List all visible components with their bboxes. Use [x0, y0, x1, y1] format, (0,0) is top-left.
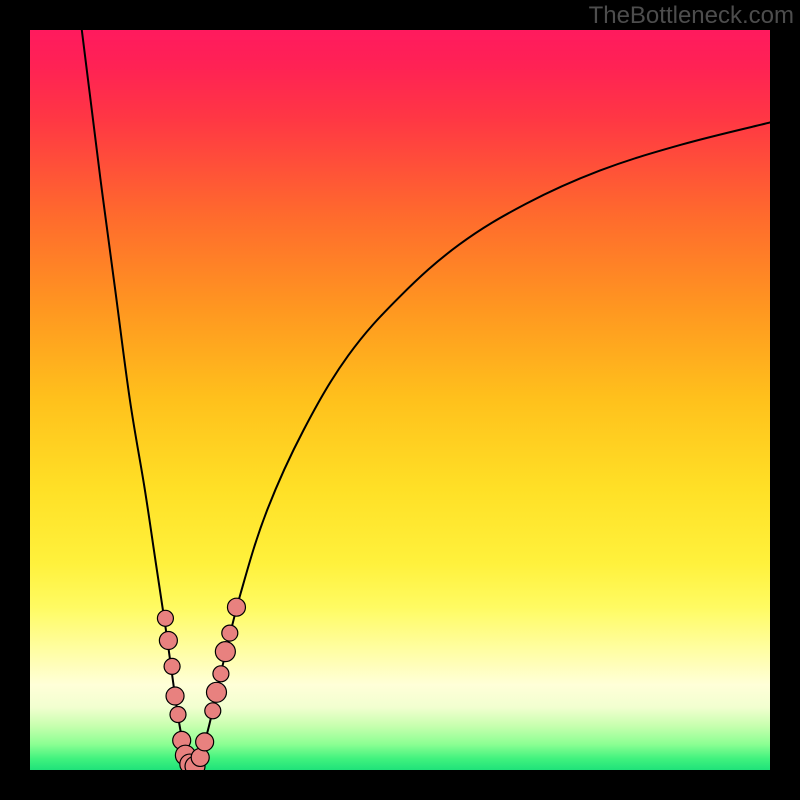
data-marker: [164, 658, 180, 674]
chart-container: TheBottleneck.com: [0, 0, 800, 800]
data-marker: [196, 733, 214, 751]
gradient-background: [30, 30, 770, 770]
data-marker: [206, 682, 226, 702]
chart-svg: [30, 30, 770, 770]
data-marker: [170, 707, 186, 723]
data-marker: [157, 610, 173, 626]
data-marker: [227, 598, 245, 616]
data-marker: [222, 625, 238, 641]
data-marker: [205, 703, 221, 719]
watermark-text: TheBottleneck.com: [589, 2, 794, 30]
data-marker: [213, 666, 229, 682]
data-marker: [159, 632, 177, 650]
data-marker: [215, 642, 235, 662]
data-marker: [166, 687, 184, 705]
plot-area: [30, 30, 770, 770]
